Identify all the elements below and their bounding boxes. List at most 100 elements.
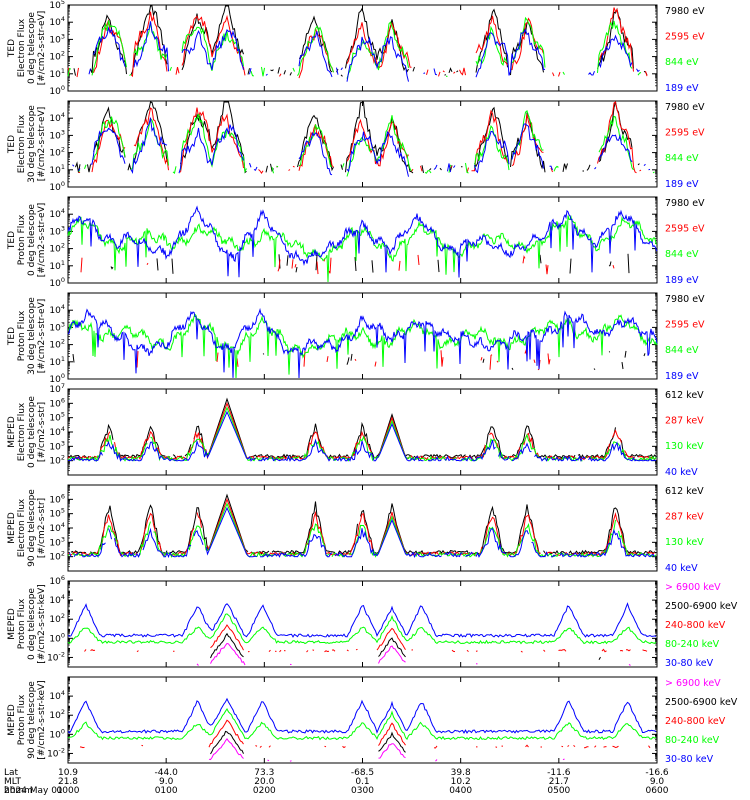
legend-entry: 287 keV bbox=[665, 512, 704, 523]
panel-label-line: 90 deg telescope bbox=[27, 489, 37, 567]
series-line bbox=[67, 401, 657, 461]
series-line bbox=[67, 313, 658, 379]
panel-label: TED Proton Flux 30 deg telescope [#/cm2-s-s… bbox=[7, 297, 47, 375]
series-line bbox=[67, 602, 657, 638]
y-tick-label: 104 bbox=[49, 521, 65, 534]
y-tick-label: 103 bbox=[49, 224, 65, 237]
y-tick-label: 104 bbox=[49, 593, 65, 606]
y-tick-exponent: 4 bbox=[61, 15, 65, 23]
x-tick-hhmm: 0400 bbox=[449, 786, 472, 796]
series-line bbox=[70, 493, 657, 556]
panel-label: TED Electron Flux 30 deg telescope [#/cm2-s… bbox=[7, 105, 47, 183]
x-tick-mlt: 0.1 bbox=[355, 777, 369, 787]
y-tick-label: 102 bbox=[49, 550, 65, 563]
panel-label-line: MEPED bbox=[7, 416, 17, 448]
legend-entry: 844 eV bbox=[665, 153, 699, 164]
panel-label-line: TED bbox=[7, 327, 17, 346]
panel-label-line: Proton Flux bbox=[17, 310, 27, 361]
y-tick-exponent: 0 bbox=[61, 372, 65, 380]
y-tick-exponent: -2 bbox=[59, 746, 65, 754]
series-line bbox=[67, 406, 657, 463]
y-tick-exponent: 2 bbox=[61, 242, 65, 250]
x-tick-lat: -68.5 bbox=[351, 768, 374, 778]
y-tick-label: 102 bbox=[49, 338, 65, 351]
legend-entry: 40 keV bbox=[665, 563, 698, 574]
y-tick-exponent: 2 bbox=[61, 550, 65, 558]
panel-label-line: [#/cm2-s-str-keV] bbox=[37, 584, 47, 663]
panel-label-line: Electron Flux bbox=[17, 498, 27, 557]
x-tick-lat: -44.0 bbox=[155, 768, 179, 778]
series-line bbox=[67, 497, 655, 557]
panel-label-line: MEPED bbox=[7, 704, 17, 736]
panel-label: MEPED Proton Flux 90 deg telescope [#/cm2-s… bbox=[7, 680, 47, 759]
y-tick-exponent: 2 bbox=[61, 338, 65, 346]
y-tick-label: 100 bbox=[49, 727, 65, 740]
x-tick-lat: 73.3 bbox=[254, 768, 274, 778]
y-tick-label: 103 bbox=[49, 535, 65, 548]
x-tick-hhmm: 0000 bbox=[57, 786, 80, 796]
panel-label-line: TED bbox=[7, 39, 17, 58]
x-tick-hhmm: 0300 bbox=[351, 786, 374, 796]
panel-label: TED Electron Flux 0 deg telescope [#/cm2-s-… bbox=[7, 11, 47, 86]
y-tick-label: 100 bbox=[49, 180, 65, 193]
panel-label-line: [#/cm2-s-str-eV] bbox=[37, 11, 47, 86]
x-tick-lat: 10.9 bbox=[58, 768, 78, 778]
y-tick-label: 105 bbox=[49, 507, 65, 520]
y-tick-exponent: 3 bbox=[61, 224, 65, 232]
legend-entry: > 6900 keV bbox=[665, 582, 721, 593]
legend-entry: 844 eV bbox=[665, 345, 699, 356]
y-tick-label: 105 bbox=[49, 0, 65, 11]
panel-label-line: MEPED bbox=[7, 512, 17, 544]
panel-label-line: MEPED bbox=[7, 608, 17, 640]
y-tick-exponent: 6 bbox=[61, 492, 65, 500]
panel-label-line: [#/cm2-s-str-keV] bbox=[37, 680, 47, 759]
y-tick-label: 103 bbox=[49, 439, 65, 452]
legend-entry: 2595 eV bbox=[665, 32, 705, 43]
panel-label: MEPED Proton Flux 0 deg telescope [#/cm2-s-… bbox=[7, 584, 47, 663]
x-tick-hhmm: 0500 bbox=[547, 786, 570, 796]
x-tick-mlt: 10.2 bbox=[451, 777, 471, 787]
legend-entry: 7980 eV bbox=[665, 102, 705, 113]
panel-label-line: 30 deg telescope bbox=[27, 105, 37, 183]
panel-label: MEPED Electron Flux 0 deg telescope [#/cm2-… bbox=[7, 396, 47, 468]
series-line bbox=[211, 634, 657, 660]
legend-entry: 7980 eV bbox=[665, 294, 705, 305]
panel-label-line: [#/cm2-s-str-eV] bbox=[37, 299, 47, 374]
x-row-label: hhmm bbox=[4, 786, 33, 796]
y-tick-exponent: 7 bbox=[61, 382, 65, 390]
y-tick-exponent: 5 bbox=[61, 507, 65, 515]
y-tick-exponent: 1 bbox=[61, 163, 65, 171]
panel-label-line: 0 deg telescope bbox=[27, 396, 37, 468]
panel-label: TED Proton Flux 0 deg telescope [#/cm2-s-st… bbox=[7, 203, 47, 278]
y-tick-exponent: 0 bbox=[61, 84, 65, 92]
panel-label-line: 0 deg telescope bbox=[27, 204, 37, 276]
series-line bbox=[67, 410, 657, 462]
y-tick-label: 101 bbox=[49, 355, 65, 368]
y-tick-label: 103 bbox=[49, 320, 65, 333]
legend-entry: 189 eV bbox=[665, 83, 699, 94]
y-tick-label: 101 bbox=[49, 259, 65, 272]
x-tick-hhmm: 0600 bbox=[646, 786, 669, 796]
y-tick-exponent: 0 bbox=[61, 727, 65, 735]
legend-entry: 2595 eV bbox=[665, 224, 705, 235]
series-line bbox=[73, 351, 652, 370]
y-tick-exponent: 4 bbox=[61, 111, 65, 119]
y-tick-exponent: 4 bbox=[61, 593, 65, 601]
panel-label-line: 30 deg telescope bbox=[27, 297, 37, 375]
y-tick-label: 101 bbox=[49, 67, 65, 80]
y-tick-exponent: 6 bbox=[61, 396, 65, 404]
legend-entry: 189 eV bbox=[665, 275, 699, 286]
panel-label-line: TED bbox=[7, 231, 17, 250]
y-tick-exponent: 4 bbox=[61, 521, 65, 529]
y-tick-label: 102 bbox=[49, 146, 65, 159]
series-line bbox=[209, 739, 649, 762]
date-label: 2024 May 01 bbox=[4, 786, 63, 796]
legend-entry: 2500-6900 keV bbox=[665, 601, 738, 612]
